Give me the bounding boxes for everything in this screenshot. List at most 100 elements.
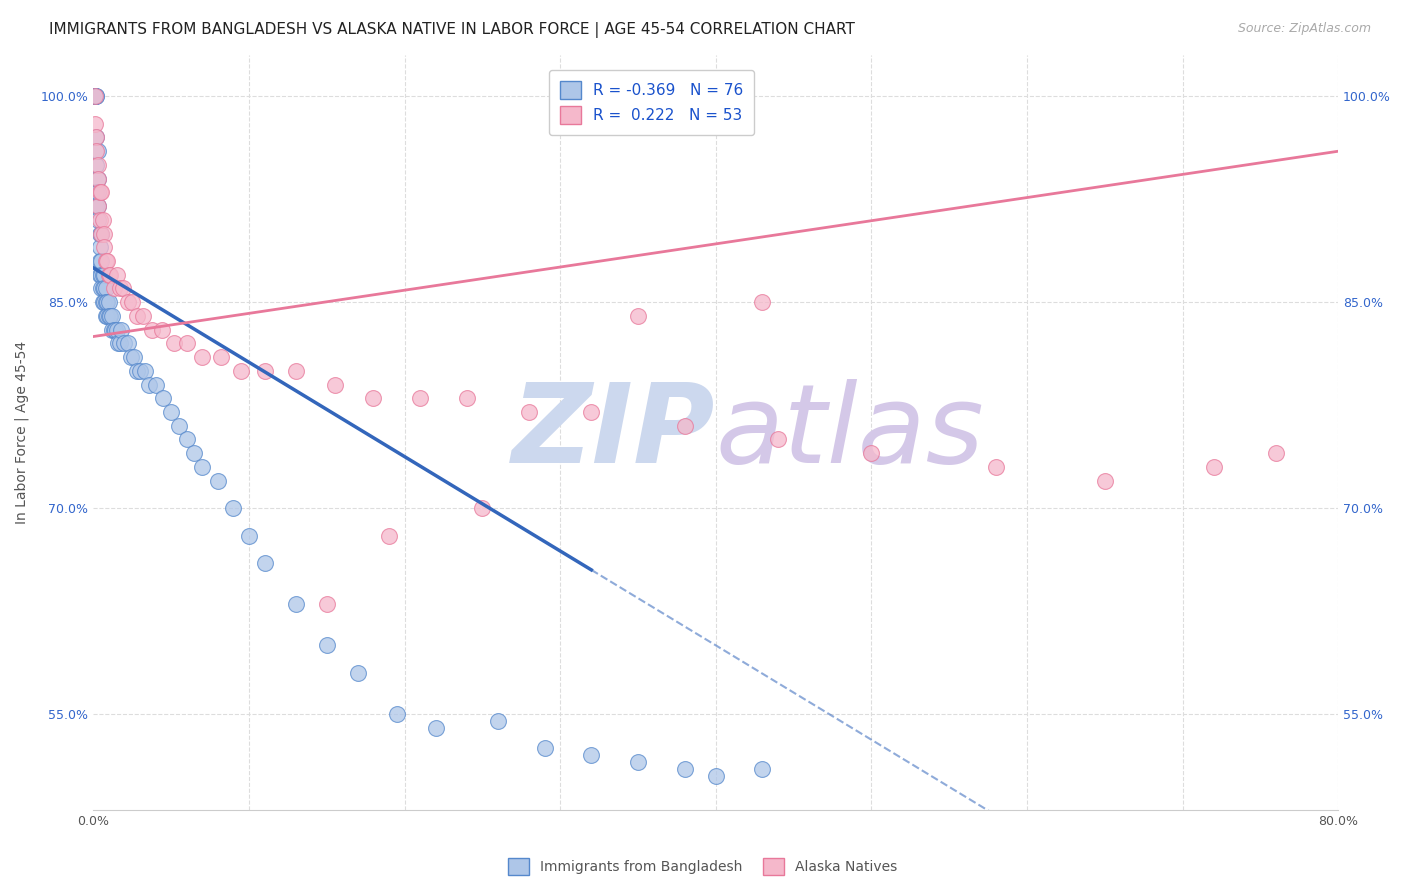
- Point: [93, 281, 115, 295]
- Point: [91, 212, 114, 227]
- Point: [100, 268, 122, 282]
- Point: [89, 186, 111, 200]
- Point: [456, 392, 478, 406]
- Point: [91, 295, 114, 310]
- Point: [409, 392, 432, 406]
- Point: [87, 186, 110, 200]
- Point: [378, 528, 401, 542]
- Point: [117, 295, 139, 310]
- Point: [94, 309, 117, 323]
- Point: [87, 199, 110, 213]
- Point: [114, 336, 136, 351]
- Point: [284, 597, 307, 611]
- Point: [87, 199, 110, 213]
- Point: [93, 268, 115, 282]
- Point: [83, 89, 105, 103]
- Point: [163, 336, 186, 351]
- Point: [87, 212, 110, 227]
- Legend: R = -0.369   N = 76, R =  0.222   N = 53: R = -0.369 N = 76, R = 0.222 N = 53: [550, 70, 755, 135]
- Point: [673, 762, 696, 776]
- Point: [90, 227, 112, 241]
- Point: [89, 212, 111, 227]
- Point: [94, 295, 117, 310]
- Point: [238, 528, 260, 542]
- Point: [125, 309, 148, 323]
- Point: [97, 295, 120, 310]
- Point: [581, 405, 603, 419]
- Point: [183, 446, 205, 460]
- Point: [105, 323, 128, 337]
- Point: [581, 748, 603, 763]
- Point: [129, 364, 152, 378]
- Legend: Immigrants from Bangladesh, Alaska Natives: Immigrants from Bangladesh, Alaska Nativ…: [503, 853, 903, 880]
- Point: [766, 433, 789, 447]
- Point: [87, 171, 110, 186]
- Point: [103, 323, 125, 337]
- Point: [222, 501, 245, 516]
- Point: [110, 323, 132, 337]
- Point: [101, 309, 124, 323]
- Point: [984, 459, 1007, 474]
- Point: [132, 309, 155, 323]
- Point: [103, 281, 125, 295]
- Point: [90, 281, 112, 295]
- Point: [90, 254, 112, 268]
- Point: [125, 364, 148, 378]
- Point: [533, 741, 555, 756]
- Point: [87, 158, 110, 172]
- Point: [627, 755, 650, 769]
- Point: [471, 501, 494, 516]
- Point: [100, 309, 122, 323]
- Point: [150, 323, 173, 337]
- Point: [93, 295, 115, 310]
- Point: [207, 474, 229, 488]
- Point: [517, 405, 540, 419]
- Point: [751, 295, 773, 310]
- Point: [347, 665, 370, 680]
- Point: [86, 145, 108, 159]
- Point: [83, 89, 105, 103]
- Point: [486, 714, 509, 728]
- Point: [323, 377, 346, 392]
- Text: atlas: atlas: [716, 379, 984, 486]
- Point: [105, 268, 128, 282]
- Point: [86, 89, 108, 103]
- Text: IMMIGRANTS FROM BANGLADESH VS ALASKA NATIVE IN LABOR FORCE | AGE 45-54 CORRELATI: IMMIGRANTS FROM BANGLADESH VS ALASKA NAT…: [49, 22, 855, 38]
- Point: [83, 89, 105, 103]
- Point: [86, 199, 108, 213]
- Point: [191, 459, 214, 474]
- Point: [90, 227, 112, 241]
- Point: [385, 706, 408, 721]
- Point: [138, 377, 160, 392]
- Point: [627, 309, 650, 323]
- Point: [122, 350, 145, 364]
- Point: [87, 145, 110, 159]
- Point: [91, 268, 114, 282]
- Point: [231, 364, 253, 378]
- Point: [704, 769, 727, 783]
- Point: [253, 364, 276, 378]
- Point: [93, 240, 115, 254]
- Point: [145, 377, 167, 392]
- Point: [176, 433, 198, 447]
- Point: [93, 227, 115, 241]
- Point: [363, 392, 385, 406]
- Text: Source: ZipAtlas.com: Source: ZipAtlas.com: [1237, 22, 1371, 36]
- Point: [94, 254, 117, 268]
- Point: [97, 268, 120, 282]
- Point: [120, 350, 142, 364]
- Point: [108, 336, 131, 351]
- Point: [83, 89, 105, 103]
- Point: [89, 227, 111, 241]
- Point: [86, 186, 108, 200]
- Y-axis label: In Labor Force | Age 45-54: In Labor Force | Age 45-54: [15, 341, 30, 524]
- Point: [89, 254, 111, 268]
- Point: [89, 268, 111, 282]
- Point: [83, 89, 105, 103]
- Point: [176, 336, 198, 351]
- Point: [160, 405, 183, 419]
- Point: [107, 336, 129, 351]
- Point: [86, 130, 108, 145]
- Point: [90, 268, 112, 282]
- Point: [315, 639, 337, 653]
